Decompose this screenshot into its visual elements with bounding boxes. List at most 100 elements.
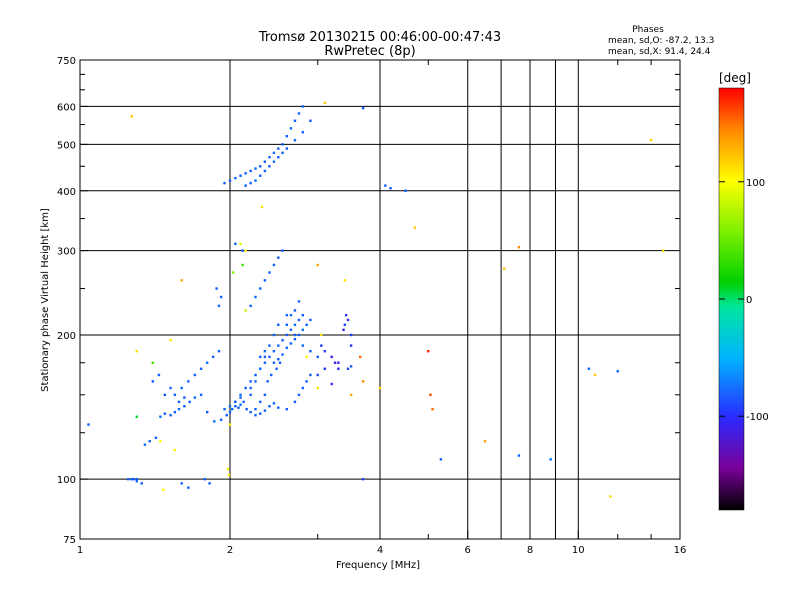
o-mode-point [249, 380, 252, 383]
o-mode-point [361, 106, 365, 110]
o-mode-point [254, 380, 257, 383]
o-mode-point [297, 112, 301, 115]
o-mode-point [215, 287, 218, 290]
o-mode-point [234, 400, 237, 404]
o-mode-point [228, 405, 232, 408]
o-mode-point [349, 365, 353, 368]
y-axis-label: Stationary phase Virtual Height [km] [40, 208, 51, 392]
o-mode-point [301, 131, 305, 134]
x-mode-point [162, 488, 165, 492]
o-mode-point [180, 482, 183, 485]
o-mode-point [272, 160, 276, 163]
o-mode-point [342, 328, 345, 332]
o-mode-point [330, 355, 333, 359]
o-mode-point [277, 323, 280, 327]
o-mode-point [343, 323, 347, 327]
o-mode-point [242, 400, 245, 404]
o-mode-point [234, 176, 237, 180]
o-mode-point [249, 386, 252, 390]
o-mode-point [187, 486, 190, 489]
o-mode-point [323, 349, 327, 353]
phases-x-stats: mean, sd,X: 91.4, 24.4 [608, 47, 711, 57]
o-mode-point [173, 410, 177, 414]
o-mode-point [301, 386, 305, 390]
o-mode-point [293, 337, 297, 341]
o-mode-point [333, 361, 337, 364]
o-mode-point [177, 400, 181, 404]
o-mode-point [241, 249, 244, 252]
x-tick-label: 10 [572, 545, 585, 556]
chart-title: Tromsø 20130215 00:46:00-00:47:43 [258, 30, 501, 45]
o-mode-point [223, 181, 226, 185]
o-mode-point [316, 355, 319, 359]
o-mode-point [277, 156, 280, 159]
o-mode-point [272, 151, 276, 155]
o-mode-point [206, 410, 209, 414]
x-mode-point [502, 267, 506, 270]
colorbar-ticks: 100 0 -100 [719, 178, 769, 423]
o-mode-point [169, 386, 172, 390]
x-mode-point [226, 467, 230, 471]
o-mode-point [263, 393, 267, 397]
x-mode-point [361, 380, 365, 383]
colorbar-tick-label: 0 [746, 295, 752, 306]
o-mode-point [297, 333, 301, 337]
o-mode-point [135, 477, 138, 481]
o-mode-point [244, 172, 247, 175]
o-mode-point [234, 242, 237, 245]
x-mode-point [431, 407, 434, 411]
o-mode-point [249, 393, 252, 397]
o-mode-point [346, 367, 350, 370]
o-mode-point [337, 361, 340, 364]
x-mode-point [159, 440, 162, 443]
o-mode-point [217, 349, 221, 353]
o-mode-point [268, 405, 271, 408]
o-mode-point [259, 174, 262, 177]
o-mode-point [225, 413, 228, 417]
x-mode-point [135, 415, 138, 418]
o-mode-point [239, 174, 242, 177]
o-mode-point [549, 458, 552, 461]
colorbar-tick-label: 100 [746, 178, 765, 189]
o-mode-point [323, 367, 327, 370]
y-tick-label: 100 [57, 475, 76, 486]
o-mode-point [263, 169, 267, 173]
o-mode-point [293, 333, 297, 337]
x-tick-label: 6 [465, 545, 471, 556]
o-mode-point [263, 361, 267, 364]
o-mode-point [193, 373, 197, 377]
o-mode-point [309, 119, 312, 122]
o-mode-point [259, 400, 262, 404]
o-mode-point [272, 361, 276, 364]
y-axis-ticks: 75 100 200 300 400 500 600 750 [57, 56, 88, 546]
o-mode-point [361, 477, 365, 481]
o-mode-point [285, 147, 288, 150]
x-tick-label: 2 [227, 545, 233, 556]
o-mode-point [157, 373, 161, 377]
grid-lines [80, 60, 680, 539]
o-mode-point [268, 156, 271, 159]
o-mode-point [297, 300, 301, 303]
o-mode-point [384, 184, 387, 187]
o-mode-point [188, 400, 191, 404]
o-mode-point [270, 373, 273, 377]
o-mode-point [293, 323, 297, 327]
o-mode-point [254, 179, 257, 182]
o-mode-point [263, 349, 267, 353]
x-mode-point [239, 242, 242, 245]
o-mode-point [228, 179, 232, 182]
o-mode-point [277, 406, 280, 409]
o-mode-point [272, 263, 276, 267]
o-mode-point [234, 405, 237, 408]
o-mode-point [268, 271, 271, 274]
o-mode-point [254, 373, 257, 377]
o-mode-point [289, 313, 293, 317]
o-mode-point [151, 380, 155, 383]
o-mode-point [268, 355, 271, 359]
o-mode-point [281, 143, 284, 146]
o-mode-point [285, 313, 288, 317]
o-mode-point [285, 407, 288, 411]
x-mode-point [241, 263, 244, 267]
o-mode-point [127, 477, 130, 481]
